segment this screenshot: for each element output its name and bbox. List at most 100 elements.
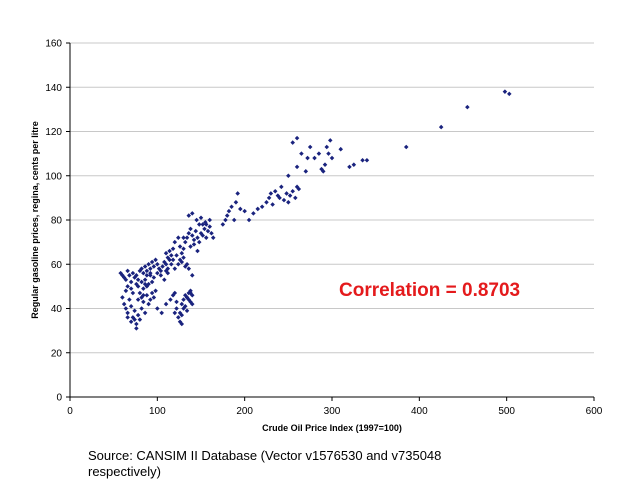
- y-tick-label: 60: [51, 260, 63, 271]
- data-point: [179, 321, 185, 327]
- data-point: [264, 200, 269, 205]
- data-point: [170, 257, 176, 263]
- data-point: [179, 259, 185, 265]
- data-point: [172, 239, 178, 245]
- data-point: [290, 140, 295, 145]
- data-point: [142, 310, 148, 316]
- data-point: [142, 277, 148, 283]
- data-point: [186, 231, 192, 236]
- data-point: [123, 306, 129, 311]
- data-point: [259, 204, 265, 209]
- data-point: [293, 195, 298, 201]
- data-point: [312, 155, 317, 161]
- data-point: [235, 191, 240, 196]
- data-point: [163, 250, 169, 256]
- data-point: [148, 266, 153, 271]
- data-point: [132, 308, 137, 313]
- data-point: [224, 213, 230, 218]
- data-point: [202, 226, 207, 232]
- data-point: [176, 235, 181, 240]
- y-tick-label: 0: [56, 393, 62, 404]
- data-point: [179, 301, 185, 307]
- data-point: [207, 224, 212, 229]
- data-point: [294, 164, 300, 170]
- data-point: [194, 217, 199, 223]
- data-point: [207, 217, 212, 223]
- data-point: [134, 273, 139, 278]
- data-point: [438, 124, 444, 130]
- data-point: [128, 286, 134, 291]
- data-point: [266, 195, 272, 201]
- data-point: [364, 157, 370, 163]
- x-tick-label: 500: [498, 406, 515, 417]
- data-point: [465, 104, 470, 110]
- correlation-annotation: Correlation = 0.8703: [339, 280, 521, 301]
- data-point: [151, 275, 157, 280]
- data-point: [190, 233, 195, 238]
- axes: [66, 42, 595, 401]
- tick-labels: 0 20 40 60 80 100 120 140 160 0 100 200 300 400 500 600: [45, 39, 602, 418]
- data-point: [141, 286, 146, 291]
- data-point: [149, 279, 155, 285]
- data-point: [174, 253, 179, 258]
- data-point: [163, 301, 169, 307]
- data-point: [286, 173, 291, 179]
- data-point: [281, 197, 287, 203]
- data-point: [179, 250, 185, 256]
- data-point: [268, 191, 274, 196]
- data-point: [403, 144, 409, 150]
- data-point: [149, 290, 155, 296]
- data-point: [299, 151, 304, 156]
- data-point: [123, 277, 129, 283]
- data-point: [233, 200, 239, 205]
- data-point: [174, 299, 179, 305]
- data-point: [153, 257, 158, 263]
- data-point: [181, 297, 186, 302]
- data-point: [144, 268, 150, 274]
- data-point: [184, 308, 190, 313]
- data-point: [294, 135, 300, 141]
- data-point: [183, 239, 188, 245]
- data-point: [172, 266, 178, 271]
- data-point: [181, 255, 186, 260]
- data-point: [193, 228, 199, 234]
- data-point: [127, 297, 132, 302]
- data-point: [172, 310, 178, 316]
- data-point: [125, 268, 130, 274]
- data-point: [169, 253, 174, 258]
- data-point: [137, 317, 143, 322]
- data-point: [191, 237, 197, 243]
- data-point: [502, 89, 508, 94]
- data-point: [210, 235, 216, 240]
- data-point: [191, 242, 197, 247]
- data-point: [338, 146, 343, 152]
- data-point: [195, 248, 200, 254]
- data-point: [142, 281, 148, 287]
- data-point: [351, 162, 357, 167]
- data-point: [151, 264, 157, 269]
- x-tick-label: 0: [67, 406, 73, 417]
- data-point: [246, 217, 252, 223]
- data-point: [329, 155, 335, 161]
- data-point: [146, 301, 151, 307]
- data-point: [137, 290, 143, 296]
- data-point: [188, 226, 193, 232]
- data-point: [195, 235, 200, 240]
- data-point: [120, 295, 125, 300]
- data-point: [255, 206, 261, 212]
- data-point: [141, 270, 146, 276]
- data-point: [303, 169, 309, 174]
- source-caption: Source: CANSIM II Database (Vector v1576…: [88, 448, 442, 479]
- data-point: [188, 244, 193, 249]
- data-point: [316, 151, 322, 156]
- data-point: [322, 162, 328, 167]
- data-point: [270, 202, 275, 207]
- data-point: [184, 295, 190, 300]
- data-point: [170, 246, 176, 252]
- data-point: [160, 264, 165, 269]
- data-point: [186, 266, 192, 271]
- data-point: [162, 277, 167, 283]
- data-point: [123, 288, 129, 294]
- data-point: [130, 270, 136, 276]
- data-point: [284, 191, 289, 196]
